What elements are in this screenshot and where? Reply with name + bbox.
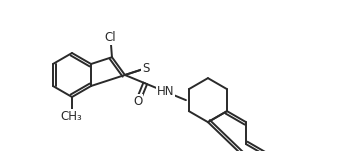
- Text: O: O: [133, 95, 142, 108]
- Text: CH₃: CH₃: [60, 110, 82, 123]
- Text: Cl: Cl: [105, 31, 116, 44]
- Text: S: S: [142, 62, 150, 75]
- Text: HN: HN: [157, 85, 174, 98]
